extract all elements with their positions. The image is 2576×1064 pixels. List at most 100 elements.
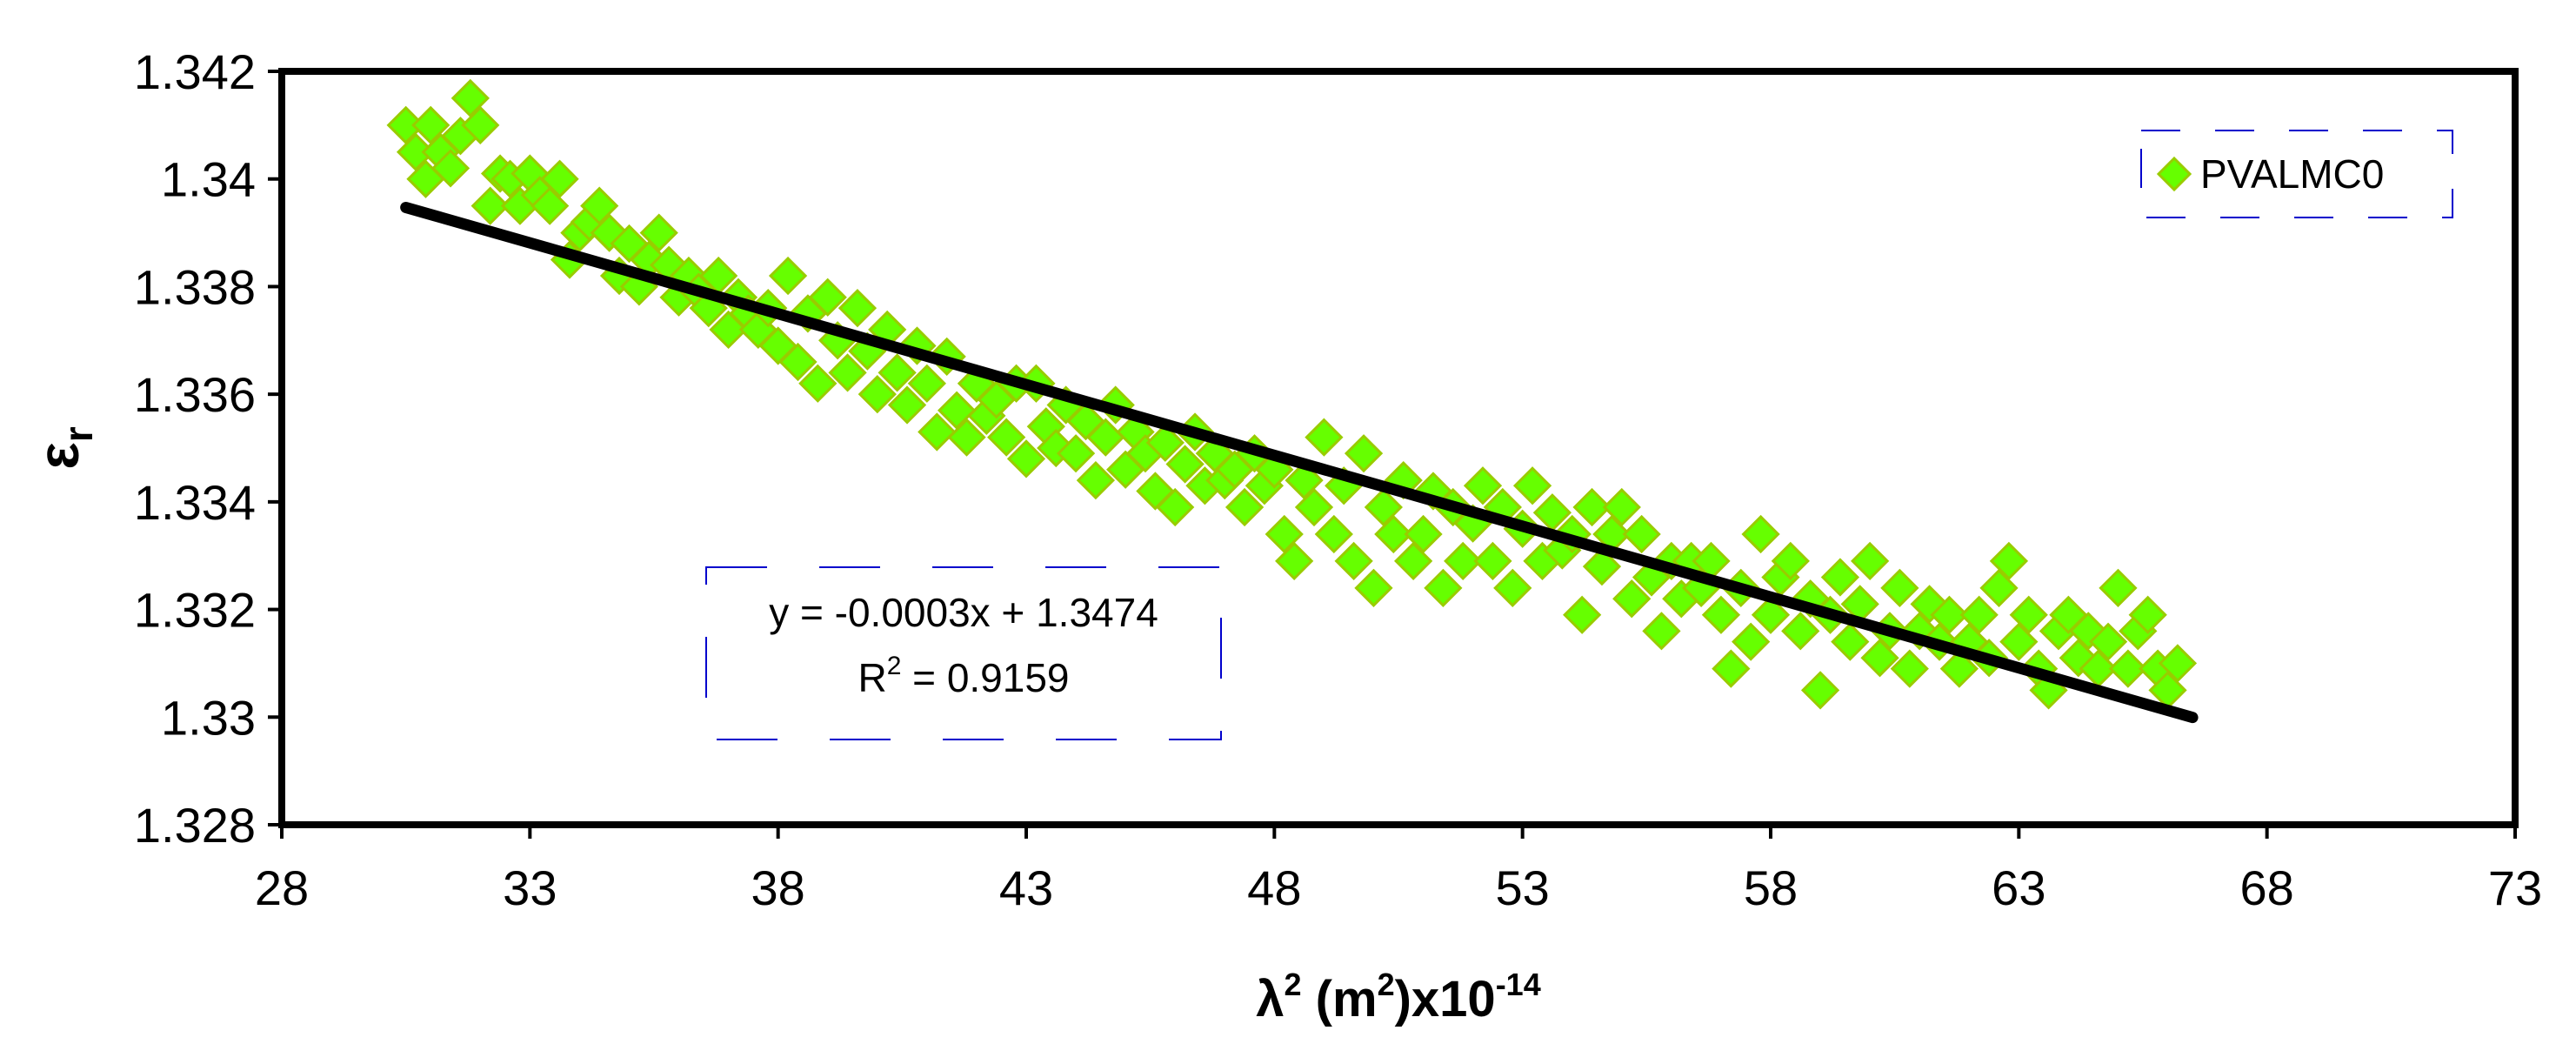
y-tick-label: 1.338 xyxy=(134,259,256,314)
data-point xyxy=(1999,622,2039,661)
data-point xyxy=(768,256,808,296)
legend-marker xyxy=(2156,156,2192,192)
data-point xyxy=(1393,541,1433,581)
data-point xyxy=(1294,487,1334,527)
data-point xyxy=(1493,568,1532,607)
equation-box: y = -0.0003x + 1.3474 R2 = 0.9159 xyxy=(705,566,1222,740)
data-point xyxy=(1741,514,1780,554)
data-point xyxy=(1265,514,1304,554)
data-point xyxy=(1444,541,1483,581)
x-tick-label: 53 xyxy=(1496,860,1550,915)
data-point xyxy=(1751,595,1791,634)
data-point xyxy=(1473,541,1512,581)
x-tick-label: 73 xyxy=(2488,860,2542,915)
data-point xyxy=(1156,487,1195,527)
data-point xyxy=(1364,487,1404,527)
r-squared-label: R2 = 0.9159 xyxy=(858,652,1069,700)
data-point xyxy=(798,364,838,403)
data-point xyxy=(1820,558,1860,597)
data-point xyxy=(1979,568,2019,607)
data-point xyxy=(1622,514,1661,554)
data-point xyxy=(1800,671,1840,710)
data-point xyxy=(1354,568,1393,607)
data-point xyxy=(1771,541,1810,581)
data-point xyxy=(1602,487,1641,527)
data-point xyxy=(1305,418,1344,457)
data-point xyxy=(808,278,847,317)
y-tick-label: 1.328 xyxy=(134,798,256,853)
data-point xyxy=(878,353,917,392)
x-tick-label: 63 xyxy=(1992,860,2045,915)
y-tick-label: 1.33 xyxy=(161,690,256,745)
data-point xyxy=(1642,612,1681,651)
data-point xyxy=(1145,423,1185,462)
data-point xyxy=(947,418,986,457)
x-tick-label: 28 xyxy=(255,860,309,915)
data-point xyxy=(1314,514,1353,554)
data-point xyxy=(1056,434,1096,473)
equation-box-border xyxy=(705,566,1222,740)
legend-label: PVALMC0 xyxy=(2200,151,2384,197)
data-point xyxy=(1890,649,1929,688)
data-point xyxy=(2108,649,2148,688)
data-point xyxy=(1463,466,1503,505)
data-point xyxy=(1334,541,1373,581)
data-point xyxy=(1701,595,1741,634)
data-point xyxy=(2158,644,2198,683)
y-tick-label: 1.34 xyxy=(161,152,256,207)
x-tick-label: 58 xyxy=(1744,860,1798,915)
data-point xyxy=(1959,595,1999,634)
x-tick-label: 48 xyxy=(1247,860,1301,915)
data-point xyxy=(450,78,490,118)
data-point xyxy=(937,391,977,430)
trendline-equation: y = -0.0003x + 1.3474 xyxy=(769,590,1158,635)
y-tick-label: 1.336 xyxy=(134,367,256,422)
trendline xyxy=(400,201,2199,724)
data-point xyxy=(1225,487,1265,527)
data-point xyxy=(639,213,678,252)
data-point xyxy=(1275,541,1314,581)
data-point xyxy=(531,186,570,225)
data-point xyxy=(887,385,927,425)
y-tick-label: 1.332 xyxy=(134,583,256,638)
x-tick-label: 68 xyxy=(2240,860,2294,915)
data-point xyxy=(411,105,450,144)
data-point xyxy=(1851,541,1890,581)
y-tick-label: 1.342 xyxy=(134,44,256,99)
x-tick-label: 38 xyxy=(751,860,805,915)
data-point xyxy=(580,186,619,225)
legend: PVALMC0 xyxy=(2140,130,2453,218)
data-point xyxy=(2088,622,2128,661)
data-point xyxy=(918,412,957,452)
data-point xyxy=(1563,595,1602,634)
data-point xyxy=(1374,514,1413,554)
data-point xyxy=(778,342,818,382)
x-tick-label: 33 xyxy=(503,860,557,915)
data-point xyxy=(1939,649,1979,688)
data-point xyxy=(461,105,500,144)
data-point xyxy=(1404,514,1443,554)
data-point xyxy=(610,224,649,264)
data-point xyxy=(1612,579,1652,619)
data-point xyxy=(838,289,878,328)
data-point xyxy=(430,149,470,188)
x-axis-title: λ2 (m2)x10-14 xyxy=(1256,967,1540,1027)
x-axis-ticks: 28 33 38 43 48 53 58 63 68 73 xyxy=(255,825,2542,915)
data-point xyxy=(1512,466,1552,505)
data-point xyxy=(1582,546,1622,586)
data-point xyxy=(1344,434,1384,473)
data-point xyxy=(1831,622,1870,661)
data-point xyxy=(2069,612,2108,651)
data-point xyxy=(907,364,946,403)
data-point xyxy=(1989,541,2029,581)
y-tick-label: 1.334 xyxy=(134,475,256,530)
legend-border xyxy=(2140,130,2453,218)
data-point xyxy=(1781,612,1820,651)
data-point xyxy=(1732,622,1771,661)
data-point xyxy=(1712,649,1751,688)
data-point xyxy=(987,418,1026,457)
data-point xyxy=(858,375,897,414)
x-tick-label: 43 xyxy=(999,860,1053,915)
data-point xyxy=(1424,568,1463,607)
